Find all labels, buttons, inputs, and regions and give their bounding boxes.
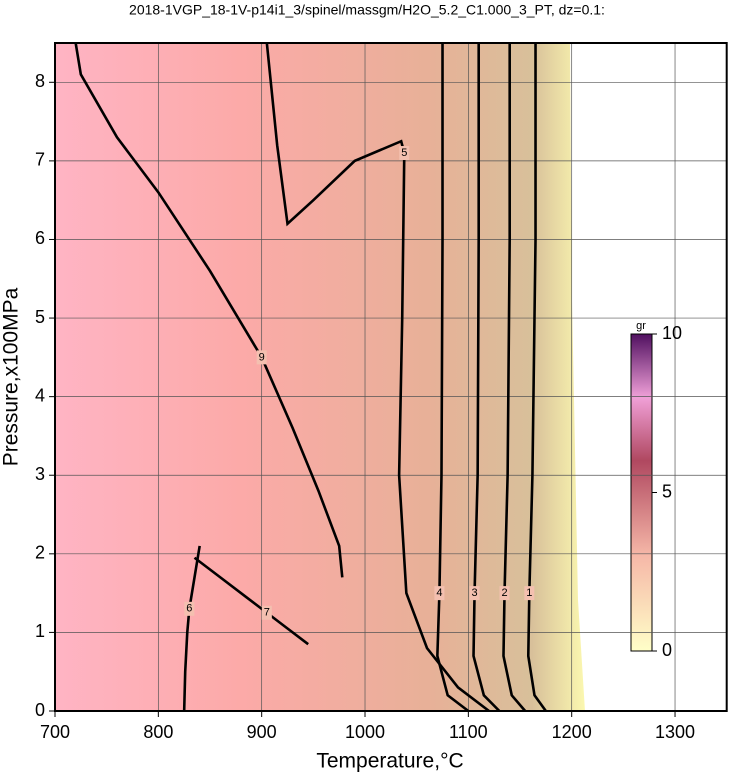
y-tick-label: 8: [35, 71, 45, 91]
contour-label: 7: [264, 607, 270, 619]
contour-line: [182, 545, 201, 712]
contour-label-bg: [434, 586, 445, 601]
contour-label-bg: [399, 146, 410, 161]
y-axis-label: Pressure,x100MPa: [0, 287, 23, 466]
colorbar: [630, 333, 653, 652]
plot: 9 5 4 3 2 1 6 7: [54, 42, 727, 713]
contour-label: 4: [436, 587, 442, 599]
y-tick-label: 3: [35, 464, 45, 484]
contour-label: 6: [186, 603, 192, 615]
colorbar-tick-label: 5: [662, 481, 672, 501]
x-tick-label: 1300: [655, 722, 695, 742]
x-tick-label: 1000: [345, 722, 385, 742]
y-tick-label: 5: [35, 307, 45, 327]
x-tick-label: 700: [40, 722, 70, 742]
contour-label: 3: [471, 587, 477, 599]
y-tick-label: 4: [35, 385, 45, 405]
x-tick-label: 1200: [552, 722, 592, 742]
contour-label: 2: [501, 587, 507, 599]
contour-label-bg: [261, 605, 272, 620]
y-tick-label: 1: [35, 621, 45, 641]
contour-line: [193, 556, 309, 646]
y-tick-label: 7: [35, 150, 45, 170]
colorbar-label: gr: [636, 320, 646, 332]
contour-label-bg: [469, 586, 480, 601]
colorbar-tick-label: 0: [662, 640, 672, 660]
y-tick-label: 0: [35, 700, 45, 720]
field: [55, 43, 585, 711]
colorbar-tick-label: 10: [662, 323, 682, 343]
y-tick-label: 2: [35, 543, 45, 563]
contour-label-bg: [499, 586, 510, 601]
frame: [54, 42, 728, 712]
chart-title: 2018-1VGP_18-1V-p14i1_3/spinel/massgm/H2…: [129, 2, 605, 18]
contour-label-bg: [524, 586, 535, 601]
contour-label: 5: [401, 147, 407, 159]
contour-line: [74, 42, 344, 578]
x-tick-label: 800: [143, 722, 173, 742]
contour-label: 9: [259, 351, 265, 363]
contour-label-bg: [256, 350, 267, 365]
contour-label: 1: [526, 587, 532, 599]
x-axis-label: Temperature,°C: [316, 750, 463, 773]
x-tick-label: 900: [247, 722, 277, 742]
x-tick-label: 1100: [449, 722, 488, 742]
y-tick-label: 6: [35, 228, 45, 248]
contour-label-bg: [184, 601, 195, 616]
